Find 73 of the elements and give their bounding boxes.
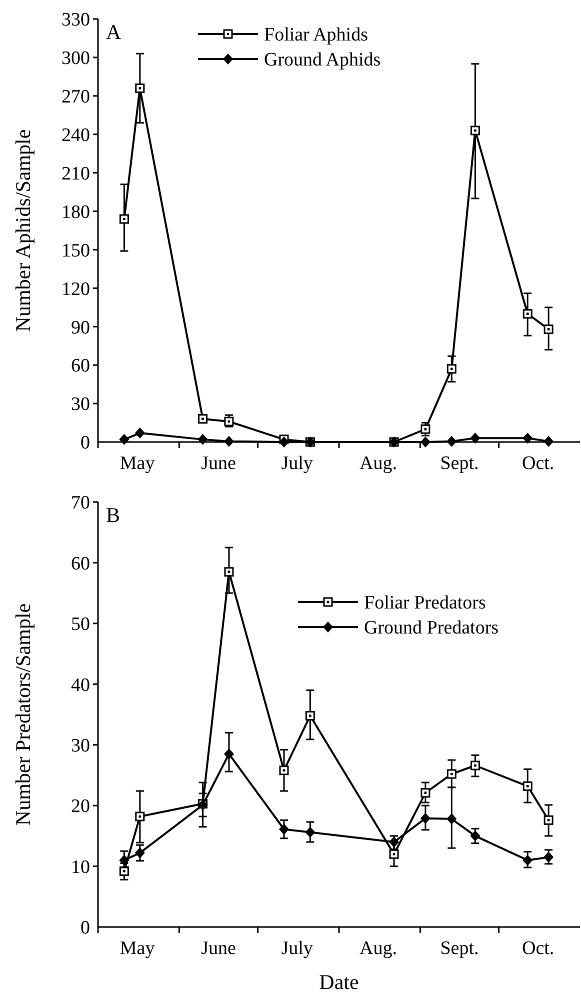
x-tick-label: July <box>281 453 314 474</box>
y-tick-label: 300 <box>62 48 90 70</box>
point <box>279 766 289 776</box>
y-tick-label: 210 <box>62 163 90 184</box>
point <box>446 364 456 374</box>
y-tick-label: 180 <box>62 202 90 223</box>
point <box>305 710 315 720</box>
point <box>470 432 480 444</box>
y-tick-label: 10 <box>71 856 90 878</box>
x-tick-label: May <box>120 453 156 474</box>
y-tick-label: 120 <box>62 278 90 300</box>
point <box>305 826 316 838</box>
point <box>522 854 533 866</box>
y-tick-label: 270 <box>62 86 90 108</box>
x-tick-label: June <box>201 938 236 959</box>
point <box>224 416 234 426</box>
point <box>544 852 554 863</box>
point <box>470 760 480 770</box>
point <box>224 567 234 577</box>
y-tick-label: 0 <box>80 432 90 454</box>
point <box>134 428 145 439</box>
x-tick-label: July <box>281 938 314 959</box>
x-tick-label: Aug. <box>360 938 398 959</box>
point <box>470 830 480 842</box>
y-tick-label: 240 <box>62 125 90 146</box>
y-tick-label: 50 <box>71 614 90 636</box>
point <box>446 769 456 779</box>
point <box>470 126 480 136</box>
y-tick-label: 30 <box>71 736 90 757</box>
annotation: A <box>106 20 122 44</box>
point <box>420 788 430 798</box>
y-tick-label: 30 <box>71 394 90 416</box>
x-tick-label: June <box>201 453 236 474</box>
x-tick-label: Aug. <box>360 453 398 474</box>
point <box>522 309 532 319</box>
y-tick-label: 330 <box>62 10 90 31</box>
point <box>119 214 129 224</box>
legend-label: Foliar Predators <box>364 592 486 614</box>
x-tick-label: Sept. <box>440 938 479 959</box>
point <box>544 815 554 825</box>
legend-label: Ground Aphids <box>264 50 381 71</box>
point <box>135 83 145 93</box>
x-axis-title: Date <box>319 970 359 994</box>
point <box>119 854 130 866</box>
point <box>544 324 554 334</box>
point <box>522 432 533 444</box>
y-tick-label: 60 <box>71 553 90 574</box>
y-tick-label: 150 <box>62 240 90 262</box>
y-axis-title: Number Predators/Sample <box>11 603 35 826</box>
point <box>134 847 145 858</box>
y-axis-title: Number Aphids/Sample <box>11 129 35 332</box>
legend-label: Ground Predators <box>364 618 499 639</box>
point <box>420 424 430 434</box>
y-tick-label: 70 <box>71 492 90 514</box>
x-tick-label: Oct. <box>522 938 554 959</box>
point <box>446 813 457 824</box>
x-tick-label: Oct. <box>522 453 554 474</box>
point <box>224 748 234 760</box>
point <box>278 824 289 835</box>
point <box>389 849 399 859</box>
point <box>389 836 400 848</box>
annotation: B <box>106 503 120 527</box>
point <box>135 812 145 822</box>
y-tick-label: 90 <box>71 317 90 338</box>
x-tick-label: Sept. <box>440 453 479 474</box>
legend-label: Foliar Aphids <box>264 24 368 46</box>
x-tick-label: May <box>120 938 156 959</box>
point <box>420 812 430 824</box>
point <box>522 781 532 791</box>
y-tick-label: 40 <box>71 674 90 696</box>
y-tick-label: 20 <box>71 796 90 818</box>
y-tick-label: 60 <box>71 356 90 377</box>
y-tick-label: 0 <box>80 918 90 939</box>
